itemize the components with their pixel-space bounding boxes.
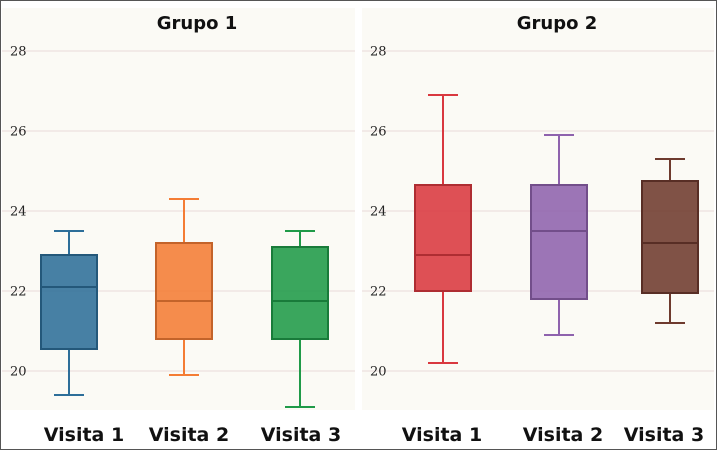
x-tick-label-1-3: Visita 3 (261, 424, 341, 446)
box-g1-v3 (271, 246, 329, 340)
box-g1-v1 (40, 254, 98, 350)
y-tick-label-1-28: 28 (10, 45, 27, 60)
y-tick-label-2-28: 28 (370, 45, 387, 60)
y-tick-label-2-26: 26 (370, 125, 387, 140)
y-tick-label-2-22: 22 (370, 285, 387, 300)
x-tick-label-1-2: Visita 2 (149, 424, 229, 446)
x-tick-label-2-1: Visita 1 (402, 424, 482, 446)
x-tick-label-2-3: Visita 3 (624, 424, 704, 446)
y-tick-label-1-22: 22 (10, 285, 27, 300)
chart-title-2: Grupo 2 (517, 13, 598, 34)
y-tick-label-1-24: 24 (10, 205, 27, 220)
box-g1-v2 (155, 242, 213, 340)
box-g2-v1 (414, 184, 472, 292)
x-tick-label-1-1: Visita 1 (44, 424, 124, 446)
y-tick-label-1-20: 20 (10, 365, 27, 380)
y-tick-label-2-24: 24 (370, 205, 387, 220)
box-g2-v3 (641, 180, 699, 294)
y-tick-label-2-20: 20 (370, 365, 387, 380)
box-g2-v2 (530, 184, 588, 300)
chart-title-1: Grupo 1 (157, 13, 238, 34)
y-tick-label-1-26: 26 (10, 125, 27, 140)
x-tick-label-2-2: Visita 2 (523, 424, 603, 446)
